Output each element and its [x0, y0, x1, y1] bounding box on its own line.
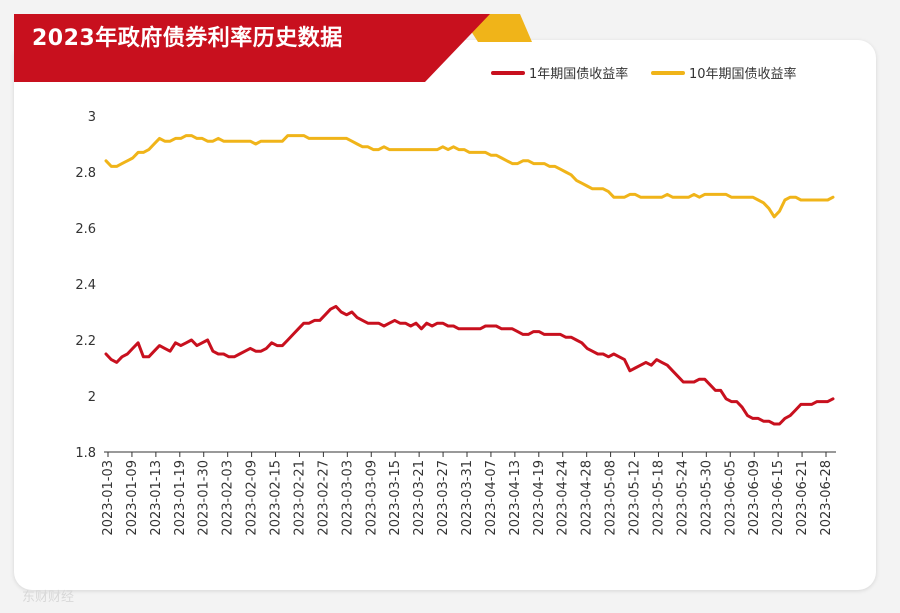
- x-tick-label: 2023-02-09: [245, 460, 260, 536]
- x-tick-label: 2023-03-27: [436, 460, 451, 536]
- series-line-1y: [104, 304, 835, 426]
- x-tick-label: 2023-06-21: [795, 460, 810, 536]
- banner-shape: [14, 14, 490, 82]
- y-tick-label: 2.8: [75, 166, 96, 181]
- x-tick-label: 2023-03-03: [340, 460, 355, 536]
- x-tick-label: 2023-01-13: [149, 460, 164, 536]
- x-tick-label: 2023-04-19: [532, 460, 547, 536]
- y-tick-label: 1.8: [75, 446, 96, 461]
- x-tick-label: 2023-04-13: [508, 460, 523, 536]
- x-tick-label: 2023-06-15: [771, 460, 786, 536]
- x-tick-label: 2023-05-30: [699, 460, 714, 536]
- y-tick-label: 2.6: [75, 222, 96, 237]
- x-tick-label: 2023-02-27: [316, 460, 331, 536]
- y-tick-label: 3: [88, 110, 96, 125]
- x-tick-label: 2023-06-09: [747, 460, 762, 536]
- x-tick-label: 2023-05-18: [651, 460, 666, 536]
- series-line-10y: [104, 134, 835, 219]
- chart-card: [14, 40, 876, 590]
- y-tick-label: 2: [88, 390, 96, 405]
- x-tick-label: 2023-02-15: [269, 460, 284, 536]
- legend-label: 10年期国债收益率: [689, 66, 797, 82]
- x-tick-label: 2023-03-31: [460, 460, 475, 536]
- x-tick-label: 2023-01-30: [197, 460, 212, 536]
- title-banner: [14, 14, 532, 82]
- legend-label: 1年期国债收益率: [529, 66, 628, 82]
- legend: 1年期国债收益率 10年期国债收益率: [491, 66, 797, 82]
- x-tick-label: 2023-03-15: [388, 460, 403, 536]
- x-tick-label: 2023-05-08: [604, 460, 619, 536]
- x-tick-label: 2023-01-19: [173, 460, 188, 536]
- x-tick-label: 2023-04-07: [484, 460, 499, 536]
- x-tick-label: 2023-01-09: [125, 460, 140, 536]
- x-tick-label: 2023-05-24: [675, 460, 690, 536]
- chart-title: 2023年政府债券利率历史数据: [32, 26, 343, 51]
- x-tick-label: 2023-04-24: [556, 460, 571, 536]
- series-lines: [104, 134, 835, 426]
- x-tick-label: 2023-03-21: [412, 460, 427, 536]
- y-tick-label: 2.2: [75, 334, 96, 349]
- x-tick-label: 2023-01-03: [101, 460, 116, 536]
- x-axis: 2023-01-03 2023-01-09 2023-01-13 2023-01-19…: [101, 451, 836, 536]
- x-tick-label: 2023-04-28: [580, 460, 595, 536]
- x-tick-label: 2023-05-12: [628, 460, 643, 536]
- x-tick-label: 2023-02-03: [221, 460, 236, 536]
- x-tick-label: 2023-03-09: [364, 460, 379, 536]
- x-tick-label: 2023-02-21: [292, 460, 307, 536]
- x-tick-label: 2023-06-28: [819, 460, 834, 536]
- y-tick-label: 2.4: [75, 278, 96, 293]
- watermark: 东财财经: [22, 590, 75, 605]
- x-tick-label: 2023-06-05: [723, 460, 738, 536]
- y-axis: 1.8 2 2.2 2.4 2.6 2.8 3: [75, 110, 96, 461]
